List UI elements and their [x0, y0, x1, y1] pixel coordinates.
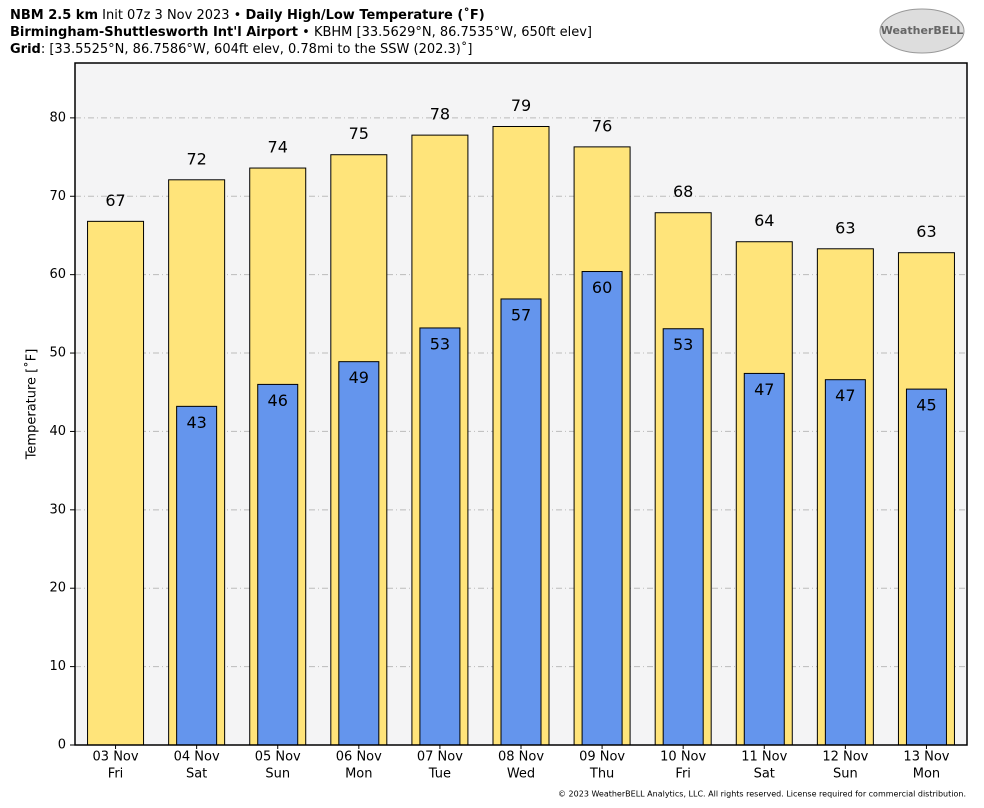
x-tick-sublabel: Mon: [345, 767, 372, 782]
value-label: 45: [916, 396, 936, 415]
y-tick-label: 70: [49, 189, 66, 204]
logo-badge: [879, 8, 965, 54]
x-tick-sublabel: Fri: [108, 767, 124, 782]
bar: [419, 327, 461, 746]
x-tick-sublabel: Fri: [675, 767, 691, 782]
x-tick-label: 06 Nov: [336, 750, 382, 765]
bar: [743, 372, 785, 746]
logo: WeatherBELL: [879, 8, 965, 54]
y-tick-label: 60: [49, 267, 66, 282]
bar: [662, 328, 704, 746]
header-line: NBM 2.5 km Init 07z 3 Nov 2023 • Daily H…: [10, 7, 485, 23]
header-segment: : [33.5525°N, 86.7586°W, 604ft elev, 0.7…: [41, 41, 473, 57]
x-tick-label: 13 Nov: [903, 750, 949, 765]
value-label: 75: [349, 124, 369, 143]
x-tick-sublabel: Tue: [428, 767, 451, 782]
value-label: 79: [511, 96, 531, 115]
value-label: 63: [916, 222, 936, 241]
value-label: 64: [754, 211, 774, 230]
bar: [581, 271, 623, 746]
x-tick-sublabel: Sun: [833, 767, 858, 782]
header-segment: NBM 2.5 km: [10, 8, 98, 23]
header-segment: Birmingham-Shuttlesworth Int'l Airport: [10, 25, 298, 40]
value-label: 72: [186, 149, 206, 168]
plot-frame: [74, 62, 968, 746]
x-tick-label: 12 Nov: [822, 750, 868, 765]
header-segment: • KBHM [33.5629°N, 86.7535°W, 650ft elev…: [298, 25, 592, 40]
x-tick-sublabel: Sun: [265, 767, 290, 782]
value-label: 67: [105, 191, 125, 210]
value-label: 78: [430, 105, 450, 124]
bar: [824, 379, 866, 746]
bar: [257, 383, 299, 746]
y-axis-label: Temperature [˚F]: [24, 349, 40, 461]
value-label: 49: [349, 368, 369, 387]
y-tick-label: 20: [49, 581, 66, 596]
x-tick-sublabel: Mon: [913, 767, 940, 782]
header-segment: Daily High/Low Temperature (˚F): [245, 7, 484, 23]
value-label: 43: [186, 413, 206, 432]
y-tick-label: 0: [58, 738, 66, 753]
x-tick-label: 05 Nov: [255, 750, 301, 765]
header-line: Birmingham-Shuttlesworth Int'l Airport •…: [10, 25, 592, 40]
y-tick-label: 40: [49, 424, 66, 439]
value-label: 53: [430, 334, 450, 353]
bar: [905, 388, 947, 746]
value-label: 53: [673, 335, 693, 354]
x-tick-label: 03 Nov: [93, 750, 139, 765]
value-label: 46: [268, 391, 288, 410]
y-tick-label: 80: [49, 110, 66, 125]
x-tick-sublabel: Sat: [754, 767, 775, 782]
x-tick-label: 09 Nov: [579, 750, 625, 765]
footer: © 2023 WeatherBELL Analytics, LLC. All r…: [558, 790, 966, 799]
header-segment: Init 07z 3 Nov 2023 •: [98, 8, 245, 23]
value-label: 57: [511, 305, 531, 324]
y-tick-label: 30: [49, 502, 66, 517]
value-label: 76: [592, 116, 612, 135]
x-tick-label: 08 Nov: [498, 750, 544, 765]
x-tick-sublabel: Thu: [589, 767, 614, 782]
logo-text: WeatherBELL: [881, 24, 964, 37]
x-tick-label: 11 Nov: [741, 750, 787, 765]
bar: [87, 220, 145, 746]
value-label: 68: [673, 182, 693, 201]
value-label: 47: [754, 380, 774, 399]
x-tick-label: 07 Nov: [417, 750, 463, 765]
header-line: Grid: [33.5525°N, 86.7586°W, 604ft elev,…: [10, 41, 472, 57]
x-tick-sublabel: Sat: [186, 767, 207, 782]
x-tick-label: 10 Nov: [660, 750, 706, 765]
value-label: 60: [592, 278, 612, 297]
x-tick-label: 04 Nov: [174, 750, 220, 765]
value-label: 74: [268, 138, 288, 157]
bar: [176, 405, 218, 746]
bar: [500, 298, 542, 746]
y-tick-label: 10: [49, 659, 66, 674]
value-label: 63: [835, 218, 855, 237]
y-tick-label: 50: [49, 346, 66, 361]
x-tick-sublabel: Wed: [507, 767, 535, 782]
value-label: 47: [835, 386, 855, 405]
header-segment: Grid: [10, 42, 41, 57]
bar: [338, 361, 380, 746]
